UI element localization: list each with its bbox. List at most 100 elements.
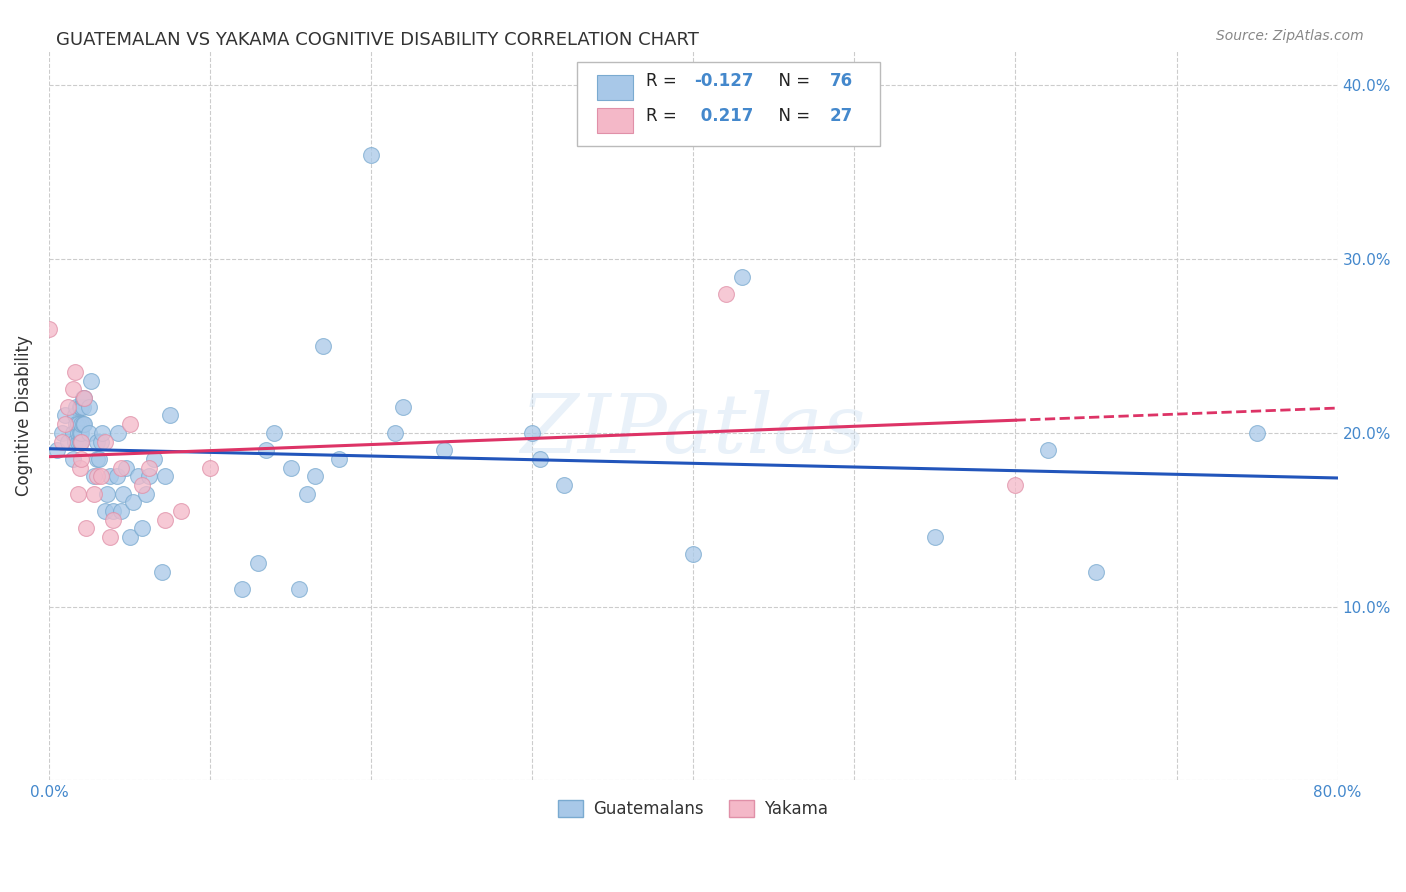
- Point: [287, 582, 309, 597]
- Text: 0.217: 0.217: [695, 107, 754, 126]
- Point: [62, 383, 84, 397]
- Point: [682, 548, 704, 562]
- Point: [107, 425, 129, 440]
- Point: [70, 417, 93, 432]
- Text: ZIPatlas: ZIPatlas: [520, 390, 866, 470]
- Point: [131, 478, 153, 492]
- Point: [1246, 425, 1268, 440]
- Point: [51, 425, 73, 440]
- Y-axis label: Cognitive Disability: Cognitive Disability: [15, 335, 32, 496]
- Point: [153, 469, 176, 483]
- Text: GUATEMALAN VS YAKAMA COGNITIVE DISABILITY CORRELATION CHART: GUATEMALAN VS YAKAMA COGNITIVE DISABILIT…: [56, 31, 699, 49]
- Point: [69, 400, 91, 414]
- Point: [65, 400, 87, 414]
- Point: [170, 504, 193, 518]
- Point: [138, 460, 160, 475]
- Point: [69, 460, 91, 475]
- Point: [247, 556, 270, 570]
- Point: [131, 521, 153, 535]
- Point: [159, 409, 181, 423]
- Point: [112, 486, 135, 500]
- Point: [66, 417, 89, 432]
- Point: [62, 425, 84, 440]
- Point: [38, 321, 60, 335]
- Point: [924, 530, 946, 544]
- Point: [58, 400, 80, 414]
- Point: [522, 425, 544, 440]
- Point: [98, 469, 121, 483]
- Point: [103, 504, 125, 518]
- Point: [63, 409, 86, 423]
- Point: [69, 425, 91, 440]
- Text: R =: R =: [645, 72, 682, 90]
- Point: [91, 425, 114, 440]
- Point: [65, 417, 87, 432]
- Point: [89, 469, 111, 483]
- Point: [53, 417, 76, 432]
- Text: 27: 27: [830, 107, 853, 126]
- Point: [83, 469, 105, 483]
- Point: [73, 417, 96, 432]
- Point: [86, 469, 108, 483]
- Point: [98, 530, 121, 544]
- Point: [198, 460, 221, 475]
- Text: Source: ZipAtlas.com: Source: ZipAtlas.com: [1216, 29, 1364, 43]
- Point: [295, 486, 318, 500]
- Point: [77, 400, 100, 414]
- Point: [392, 400, 415, 414]
- Point: [51, 434, 73, 449]
- Point: [384, 425, 406, 440]
- Point: [94, 434, 117, 449]
- Point: [94, 504, 117, 518]
- Point: [730, 269, 752, 284]
- Text: -0.127: -0.127: [695, 72, 754, 90]
- Point: [70, 425, 93, 440]
- Point: [433, 443, 456, 458]
- Point: [328, 451, 350, 466]
- Point: [63, 434, 86, 449]
- Point: [121, 495, 143, 509]
- Point: [135, 486, 157, 500]
- Point: [553, 478, 575, 492]
- Point: [69, 434, 91, 449]
- Point: [70, 451, 93, 466]
- Point: [80, 374, 103, 388]
- Bar: [596, 108, 633, 133]
- Point: [153, 513, 176, 527]
- Point: [118, 417, 141, 432]
- Point: [53, 409, 76, 423]
- Point: [70, 434, 93, 449]
- Point: [66, 486, 89, 500]
- Point: [1085, 565, 1108, 579]
- Point: [115, 460, 138, 475]
- Point: [89, 434, 111, 449]
- Point: [66, 434, 89, 449]
- Point: [263, 425, 285, 440]
- Point: [72, 400, 94, 414]
- Point: [360, 148, 382, 162]
- Point: [312, 339, 335, 353]
- Point: [46, 443, 69, 458]
- Text: 76: 76: [830, 72, 853, 90]
- Point: [58, 434, 80, 449]
- Point: [70, 400, 93, 414]
- Point: [66, 425, 89, 440]
- Point: [72, 417, 94, 432]
- FancyBboxPatch shape: [578, 62, 880, 145]
- Point: [83, 486, 105, 500]
- Point: [1036, 443, 1059, 458]
- Point: [1004, 478, 1026, 492]
- Point: [62, 451, 84, 466]
- Point: [231, 582, 253, 597]
- Point: [73, 391, 96, 405]
- Point: [110, 460, 132, 475]
- Point: [77, 425, 100, 440]
- Point: [103, 513, 125, 527]
- Point: [118, 530, 141, 544]
- Point: [87, 451, 110, 466]
- Point: [142, 451, 165, 466]
- Text: N =: N =: [768, 107, 815, 126]
- Point: [110, 504, 132, 518]
- Point: [127, 469, 149, 483]
- Point: [86, 451, 108, 466]
